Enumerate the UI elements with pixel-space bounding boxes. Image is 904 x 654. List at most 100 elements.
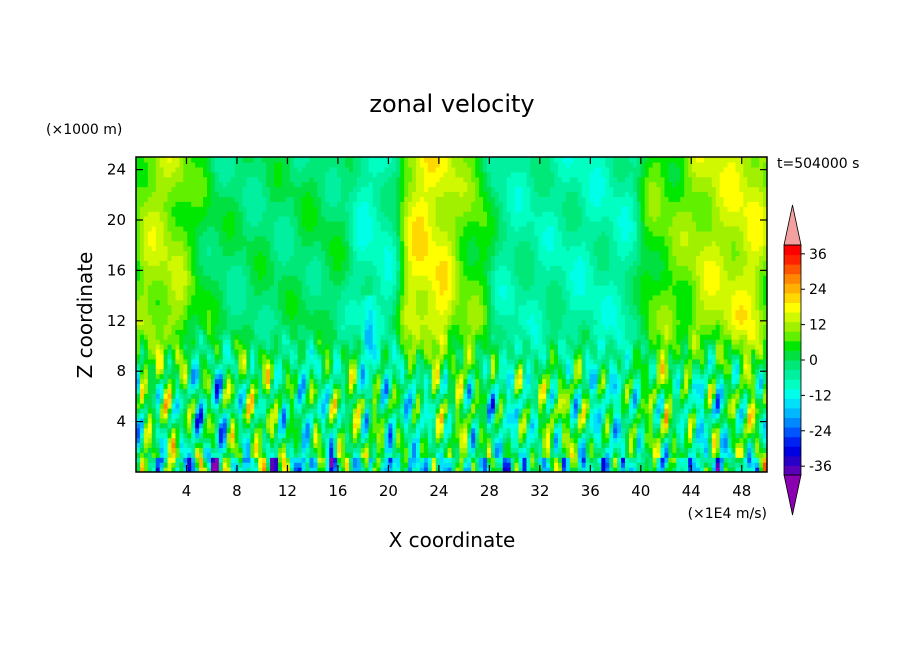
heatmap-cell <box>191 348 196 355</box>
heatmap-cell <box>317 358 322 365</box>
heatmap-cell <box>250 324 255 330</box>
heatmap-cell <box>337 452 342 458</box>
heatmap-cell <box>668 383 673 389</box>
heatmap-cell <box>605 417 610 424</box>
heatmap-cell <box>514 403 520 409</box>
heatmap-cell <box>467 358 472 365</box>
heatmap-cell <box>522 427 528 434</box>
heatmap-cell <box>530 378 535 385</box>
heatmap-cell <box>763 462 767 468</box>
heatmap-cell <box>412 408 417 414</box>
heatmap-cell <box>277 368 283 375</box>
heatmap-cell <box>352 447 358 453</box>
heatmap-cell <box>313 368 319 375</box>
heatmap-cell <box>664 403 670 409</box>
heatmap-cell <box>731 383 737 389</box>
heatmap-cell <box>565 393 571 399</box>
heatmap-cell <box>719 368 725 375</box>
heatmap-cell <box>305 437 311 444</box>
heatmap-cell <box>179 368 184 375</box>
heatmap-cell <box>364 467 370 472</box>
heatmap-cell <box>652 437 658 444</box>
heatmap-cell <box>206 422 212 429</box>
heatmap-cell <box>628 422 634 429</box>
heatmap-cell <box>455 447 460 453</box>
heatmap-cell <box>431 408 437 414</box>
heatmap-cell <box>483 408 488 414</box>
heatmap-cell <box>467 344 472 350</box>
heatmap-cell <box>206 447 212 453</box>
heatmap-cell <box>159 373 165 380</box>
heatmap-cell <box>577 408 583 414</box>
heatmap-cell <box>404 383 409 389</box>
heatmap-cell <box>518 373 524 380</box>
heatmap-cell <box>147 452 153 458</box>
heatmap-cell <box>277 452 283 458</box>
heatmap-cell <box>486 417 492 424</box>
heatmap-cell <box>621 403 626 409</box>
heatmap-cell <box>309 462 315 468</box>
heatmap-cell <box>731 442 737 448</box>
heatmap-cell <box>206 432 212 439</box>
heatmap-cell <box>672 447 677 453</box>
heatmap-cell <box>514 437 520 444</box>
heatmap-cell <box>514 467 520 472</box>
heatmap-cell <box>628 462 634 468</box>
heatmap-cell <box>199 408 204 414</box>
heatmap-cell <box>297 334 303 340</box>
heatmap-cell <box>699 398 705 404</box>
heatmap-cell <box>668 358 673 365</box>
heatmap-cell <box>463 353 468 360</box>
heatmap-cell <box>696 339 701 345</box>
heatmap-cell <box>455 388 460 394</box>
heatmap-cell <box>554 373 559 380</box>
heatmap-cell <box>723 462 729 468</box>
heatmap-cell <box>392 412 397 419</box>
heatmap-cell <box>463 358 468 365</box>
heatmap-cell <box>210 363 216 370</box>
heatmap-cell <box>656 344 662 350</box>
heatmap-cell <box>542 447 547 453</box>
heatmap-cell <box>309 442 315 448</box>
heatmap-cell <box>490 447 496 453</box>
heatmap-cell <box>376 452 382 458</box>
heatmap-cell <box>345 447 350 453</box>
heatmap-cell <box>289 422 295 429</box>
heatmap-cell <box>416 437 421 444</box>
heatmap-cell <box>396 383 401 389</box>
heatmap-cell <box>660 358 666 365</box>
heatmap-cell <box>514 393 520 399</box>
heatmap-cell <box>396 344 401 350</box>
heatmap-cell <box>293 467 299 472</box>
heatmap-cell <box>680 393 685 399</box>
heatmap-cell <box>419 462 425 468</box>
heatmap-cell <box>692 324 697 330</box>
heatmap-cell <box>364 422 370 429</box>
heatmap-cell <box>388 462 393 468</box>
heatmap-cell <box>483 319 488 325</box>
heatmap-cell <box>451 403 457 409</box>
heatmap-cell <box>475 403 480 409</box>
heatmap-cell <box>735 452 740 458</box>
heatmap-cell <box>605 358 610 365</box>
heatmap-cell <box>573 447 579 453</box>
heatmap-cell <box>262 403 267 409</box>
heatmap-cell <box>522 422 528 429</box>
heatmap-cell <box>274 467 279 472</box>
heatmap-cell <box>672 378 677 385</box>
heatmap-cell <box>656 368 662 375</box>
heatmap-cell <box>210 324 216 330</box>
heatmap-cell <box>431 363 437 370</box>
heatmap-cell <box>250 417 255 424</box>
heatmap-cell <box>230 373 236 380</box>
heatmap-cell <box>684 447 689 453</box>
heatmap-cell <box>648 353 654 360</box>
heatmap-cell <box>692 348 697 355</box>
heatmap-cell <box>731 422 737 429</box>
heatmap-cell <box>329 324 334 330</box>
heatmap-cell <box>652 412 658 419</box>
heatmap-cell <box>380 437 386 444</box>
heatmap-cell <box>719 437 725 444</box>
heatmap-cell <box>270 339 275 345</box>
heatmap-cell <box>384 408 389 414</box>
